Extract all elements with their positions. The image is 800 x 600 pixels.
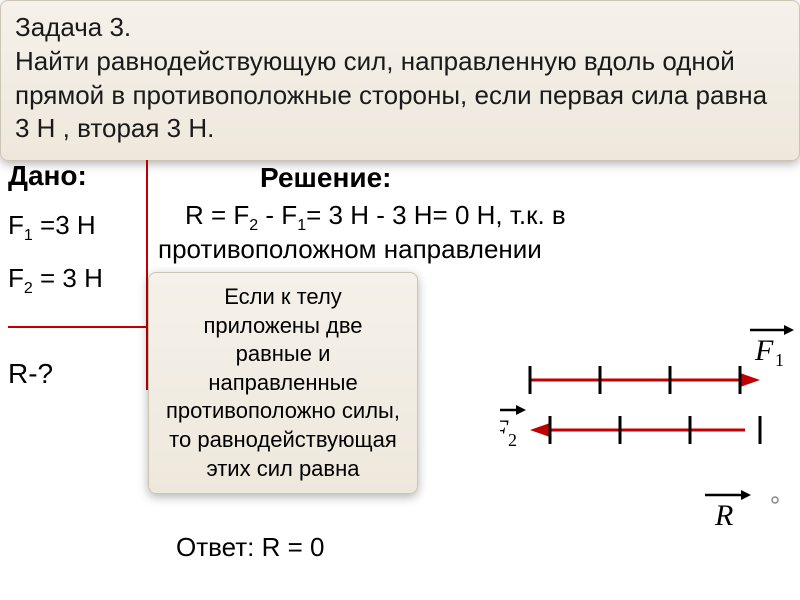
eq-text2: - F: [258, 200, 297, 230]
eq-sub2: 1: [297, 217, 306, 234]
force-diagram: F 1 F 2 R: [500, 300, 800, 580]
f2-value: = 3 Н: [33, 263, 103, 293]
f1-subscript: 1: [24, 227, 33, 244]
eq-text: R = F: [185, 200, 249, 230]
solution-equation: R = F2 - F1= 3 Н - 3 Н= 0 Н, т.к. в: [185, 200, 795, 235]
svg-text:2: 2: [508, 430, 517, 450]
f2-subscript: 2: [24, 280, 33, 297]
given-f2: F2 = 3 Н: [8, 263, 146, 298]
f1-value: =3 Н: [33, 210, 96, 240]
find-r: R-?: [8, 358, 146, 390]
svg-text:R: R: [714, 499, 733, 532]
given-f1: F1 =3 Н: [8, 210, 146, 245]
problem-text: Найти равнодействующую сил, направленную…: [15, 45, 785, 146]
given-block: Дано: F1 =3 Н F2 = 3 Н R-?: [8, 160, 148, 390]
solution-line2: противоположном направлении: [158, 234, 542, 265]
answer-line: Ответ: R = 0: [176, 532, 324, 563]
f1-symbol: F: [8, 210, 24, 240]
svg-text:F: F: [754, 334, 774, 367]
svg-text:1: 1: [775, 350, 784, 370]
problem-title: Задача 3.: [15, 11, 785, 45]
given-title: Дано:: [8, 160, 146, 192]
eq-rest: = 3 Н - 3 Н= 0 Н, т.к. в: [306, 200, 566, 230]
note-box: Если к телу приложены две равные и напра…: [148, 272, 418, 494]
eq-sub1: 2: [249, 217, 258, 234]
f2-symbol: F: [8, 263, 24, 293]
problem-box: Задача 3. Найти равнодействующую сил, на…: [0, 0, 800, 161]
solution-title: Решение:: [260, 162, 391, 194]
